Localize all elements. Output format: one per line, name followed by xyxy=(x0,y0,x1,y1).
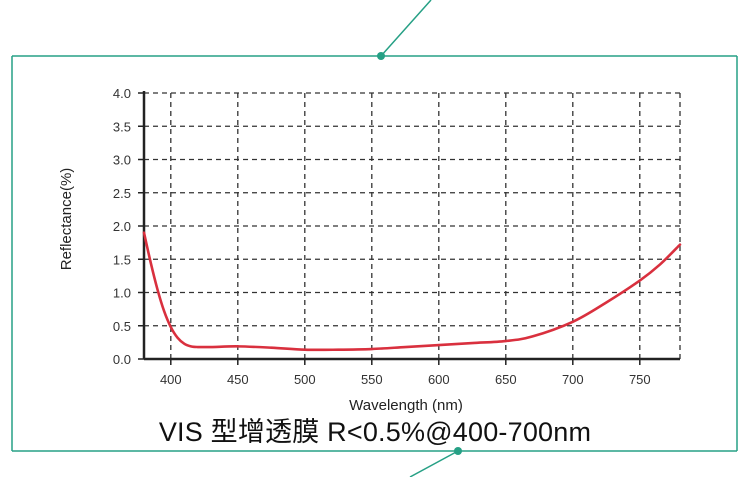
x-tick-label: 450 xyxy=(227,372,249,387)
caption: VIS 型增透膜 R<0.5%@400-700nm xyxy=(158,417,592,447)
y-tick-label: 2.0 xyxy=(113,219,131,234)
y-tick-label: 2.5 xyxy=(113,186,131,201)
x-tick-label: 600 xyxy=(428,372,450,387)
frame-bottom-dot xyxy=(454,447,462,455)
x-tick-label: 400 xyxy=(160,372,182,387)
y-tick-label: 1.0 xyxy=(113,286,131,301)
x-tick-label: 750 xyxy=(629,372,651,387)
y-tick-label: 0.0 xyxy=(113,352,131,367)
frame-bottom-leader xyxy=(409,450,459,477)
y-tick-label: 1.5 xyxy=(113,252,131,267)
series-layer xyxy=(142,231,682,352)
y-tick-label: 3.5 xyxy=(113,119,131,134)
y-tick-label: 4.0 xyxy=(113,86,131,101)
ticks-layer: 0.0 0.5 1.0 1.5 2.0 2.5 3.0 3.5 4.0 400 450 500 550 6… xyxy=(113,86,651,387)
y-axis-label: Reflectance(%) xyxy=(58,168,75,271)
frame-top-leader xyxy=(380,0,432,57)
y-tick-label: 0.5 xyxy=(113,319,131,334)
x-tick-label: 550 xyxy=(361,372,383,387)
axes-layer xyxy=(142,91,680,361)
x-tick-label: 650 xyxy=(495,372,517,387)
x-tick-label: 500 xyxy=(294,372,316,387)
grid-layer xyxy=(144,92,681,359)
x-axis-label: Wavelength (nm) xyxy=(349,397,463,414)
reflectance-curve xyxy=(142,231,682,352)
y-tick-label: 3.0 xyxy=(113,153,131,168)
x-tick-label: 700 xyxy=(562,372,584,387)
frame-top-dot xyxy=(377,52,385,60)
